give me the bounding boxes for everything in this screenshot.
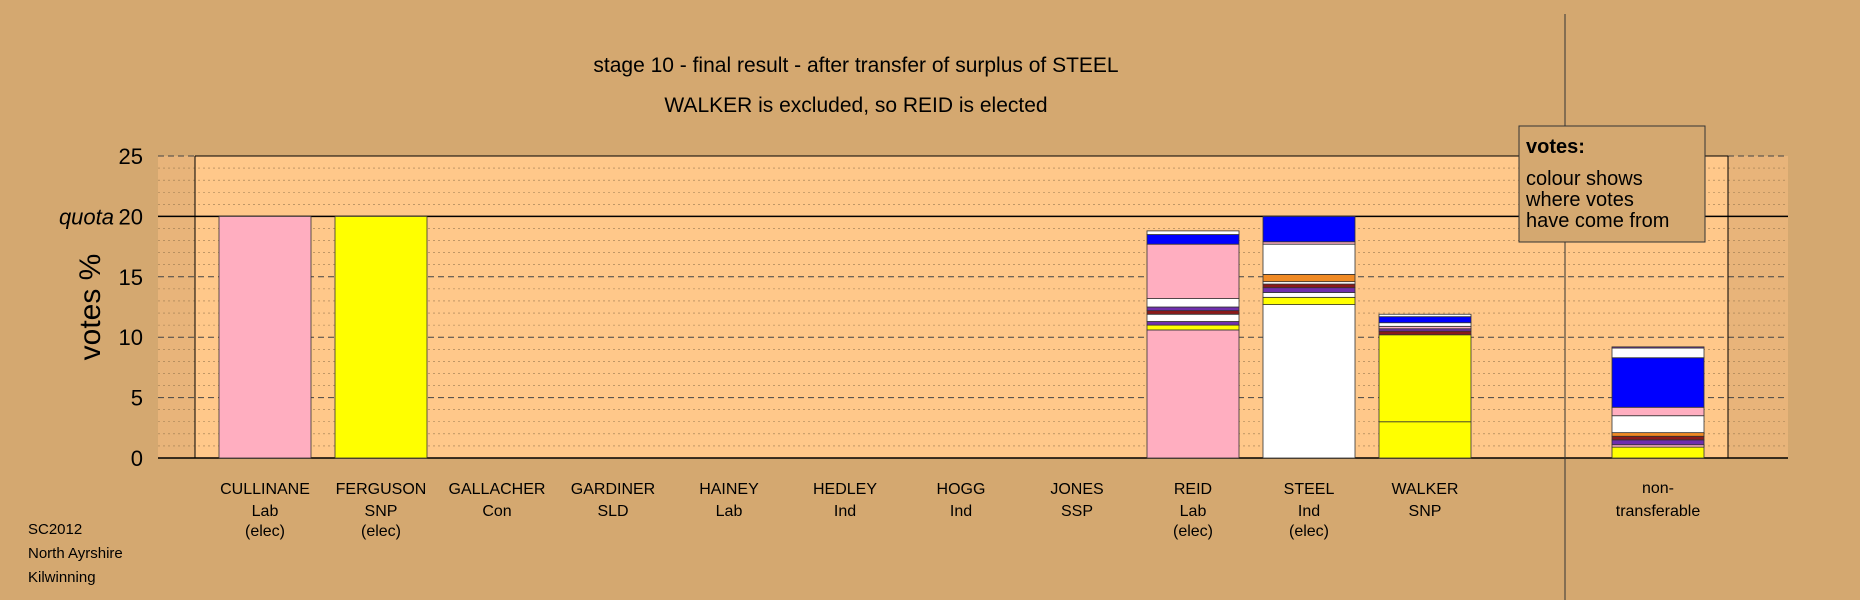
legend-title: votes: [1526,136,1585,158]
candidate-name-hedley: HEDLEY [813,481,877,498]
candidate-status-cullinane: (elec) [245,523,285,540]
bar-steel-segment-ssp [1262,283,1356,289]
plot-margin-left [158,156,195,458]
bar-non-transferable-segment-snp [1611,446,1705,459]
bar-reid-segment-other [1146,306,1240,312]
candidate-status-reid: (elec) [1173,523,1213,540]
candidate-name-reid: REID [1174,481,1212,498]
bar-reid-segment-con [1146,234,1240,245]
candidate-party-gardiner: SLD [597,503,628,520]
bar-walker-segment-snp [1378,421,1472,459]
council-name: North Ayrshire [28,545,123,562]
candidate-party-reid: Lab [1180,503,1207,520]
candidate-status-steel: (elec) [1289,523,1329,540]
y-tick-label: 10 [119,325,143,350]
footer: SC2012 North Ayrshire Kilwinning [28,518,123,590]
bar-non-transferable-segment-lab [1611,406,1705,417]
bar-walker-segment-con [1378,316,1472,324]
bar-cullinane-segment-lab [218,215,312,459]
bar-non-transferable-segment-con [1611,357,1705,408]
bar-non-transferable-segment-other [1611,439,1705,446]
legend-box [1518,125,1706,243]
candidate-party-gallacher: Con [482,503,511,520]
candidate-party-ferguson: SNP [365,503,398,520]
y-tick-label: 5 [131,386,143,411]
bar-ferguson-segment-snp [334,215,428,459]
candidate-name-walker: WALKER [1392,481,1459,498]
bar-reid-segment-lab [1146,329,1240,459]
chart-title: stage 10 - final result - after transfer… [593,54,1118,77]
bar-steel-segment-ind [1262,304,1356,459]
candidate-party-hedley: Ind [834,503,856,520]
bar-reid-segment-ind [1146,298,1240,308]
candidate-name-gardiner: GARDINER [571,481,655,498]
bar-reid-segment-ind [1146,313,1240,322]
candidate-party-walker: SNP [1409,503,1442,520]
y-tick-label: 0 [131,446,143,471]
bar-non-transferable-segment-ssp [1611,435,1705,441]
candidate-party-cullinane: Lab [252,503,279,520]
quota-label: quota [59,204,114,229]
candidate-name-steel: STEEL [1284,481,1335,498]
y-axis-label: votes % [74,254,107,361]
bar-reid-segment-ssp [1146,310,1240,315]
legend-line: have come from [1526,210,1669,232]
candidate-party-hogg: Ind [950,503,972,520]
bar-walker-segment-ind [1378,322,1472,327]
bar-non-transferable-segment-other [1611,346,1705,349]
legend-line: where votes [1525,189,1634,211]
bar-walker-segment-ssp [1378,330,1472,336]
bar-reid-segment-ind [1146,230,1240,235]
candidate-party-steel: Ind [1298,503,1320,520]
candidate-name-jones: JONES [1050,481,1103,498]
bar-steel-segment-sld [1262,273,1356,283]
y-tick-label: 15 [119,265,143,290]
bar-steel-segment-con [1262,215,1356,243]
bar-steel-segment-ind [1262,292,1356,298]
non-transferable-label-1: non- [1642,480,1674,497]
legend-line: colour shows [1526,168,1643,190]
bar-reid-segment-other [1146,321,1240,326]
candidate-name-gallacher: GALLACHER [449,481,546,498]
non-transferable-label-2: transferable [1616,503,1701,520]
bar-reid-segment-lab [1146,243,1240,299]
bar-steel-segment-other [1262,287,1356,293]
bar-steel-segment-snp [1262,296,1356,305]
chart-subtitle: WALKER is excluded, so REID is elected [664,94,1047,117]
plot-area [158,156,1788,458]
election-code: SC2012 [28,521,83,538]
bar-non-transferable-segment-ind [1611,415,1705,434]
candidate-status-ferguson: (elec) [361,523,401,540]
candidate-name-ferguson: FERGUSON [336,481,427,498]
plot-margin-right [1728,156,1788,458]
bar-non-transferable-segment-sld [1611,432,1705,437]
bar-reid-segment-snp [1146,324,1240,331]
ward-name: Kilwinning [28,569,96,586]
candidate-name-cullinane: CULLINANE [220,481,310,498]
bar-non-transferable-segment-ind [1611,347,1705,359]
y-tick-label: 25 [119,144,143,169]
candidate-party-hainey: Lab [716,503,743,520]
bar-walker-segment-ind [1378,313,1472,318]
candidate-party-jones: SSP [1061,503,1093,520]
bar-steel-segment-ind [1262,243,1356,275]
candidate-name-hainey: HAINEY [699,481,759,498]
candidate-name-hogg: HOGG [937,481,986,498]
y-tick-label: 20 [119,204,143,229]
bar-walker-segment-snp [1378,334,1472,423]
